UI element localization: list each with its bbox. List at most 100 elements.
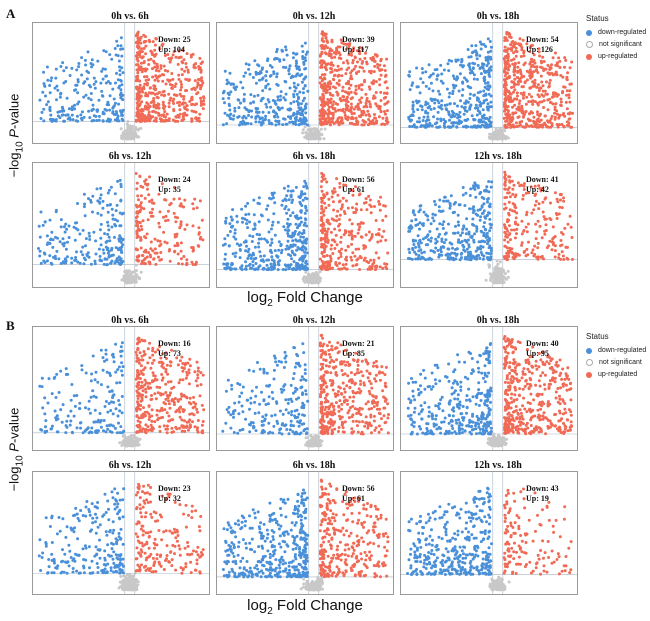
point-down-regulated: [263, 117, 267, 121]
point-down-regulated: [267, 230, 271, 234]
point-up-regulated: [378, 77, 382, 81]
point-up-regulated: [364, 92, 368, 96]
point-up-regulated: [511, 116, 515, 119]
point-down-regulated: [48, 218, 52, 222]
point-up-regulated: [504, 55, 508, 58]
point-up-regulated: [167, 79, 171, 83]
point-up-regulated: [344, 262, 348, 266]
point-down-regulated: [269, 243, 272, 247]
point-up-regulated: [320, 111, 324, 115]
deg-counts: Down: 54 Up: 126: [526, 35, 559, 55]
point-up-regulated: [182, 117, 186, 121]
point-up-regulated: [347, 66, 351, 70]
point-down-regulated: [292, 51, 295, 55]
point-down-regulated: [233, 267, 237, 271]
point-up-regulated: [153, 237, 157, 241]
point-down-regulated: [466, 238, 470, 242]
point-down-regulated: [451, 83, 455, 87]
point-up-regulated: [192, 207, 196, 211]
point-down-regulated: [433, 98, 437, 101]
point-up-regulated: [154, 69, 158, 72]
point-up-regulated: [179, 55, 183, 59]
point-down-regulated: [298, 90, 302, 94]
point-up-regulated: [155, 62, 159, 66]
point-down-regulated: [291, 239, 295, 243]
point-down-regulated: [479, 251, 483, 254]
volcano-svg: [217, 23, 393, 143]
point-up-regulated: [528, 68, 532, 72]
point-up-regulated: [164, 214, 168, 218]
point-up-regulated: [342, 183, 346, 187]
point-up-regulated: [371, 121, 375, 125]
point-down-regulated: [242, 92, 246, 96]
point-down-regulated: [89, 198, 93, 202]
point-down-regulated: [306, 89, 310, 93]
point-down-regulated: [305, 224, 309, 228]
point-up-regulated: [381, 266, 385, 270]
point-up-regulated: [319, 44, 323, 48]
point-down-regulated: [451, 92, 455, 96]
point-down-regulated: [273, 101, 277, 105]
point-down-regulated: [306, 267, 309, 271]
point-down-regulated: [485, 64, 489, 68]
point-up-regulated: [150, 201, 154, 205]
point-up-regulated: [534, 222, 538, 226]
point-up-regulated: [513, 77, 517, 81]
point-up-regulated: [145, 83, 149, 87]
point-up-regulated: [327, 197, 331, 201]
point-up-regulated: [386, 100, 390, 104]
point-down-regulated: [68, 74, 72, 77]
point-down-regulated: [436, 235, 440, 239]
point-down-regulated: [484, 45, 488, 48]
point-not-significant: [125, 122, 129, 126]
point-down-regulated: [228, 71, 232, 75]
point-up-regulated: [381, 218, 385, 222]
point-down-regulated: [270, 191, 274, 195]
point-down-regulated: [296, 246, 300, 249]
point-down-regulated: [432, 107, 436, 110]
point-down-regulated: [231, 208, 235, 212]
point-up-regulated: [330, 111, 334, 115]
point-down-regulated: [424, 70, 428, 74]
point-down-regulated: [488, 222, 492, 226]
point-down-regulated: [80, 110, 84, 114]
point-down-regulated: [292, 243, 296, 247]
point-down-regulated: [120, 251, 124, 254]
point-up-regulated: [341, 89, 345, 93]
point-up-regulated: [135, 221, 139, 225]
point-up-regulated: [564, 100, 568, 104]
point-up-regulated: [174, 82, 178, 86]
point-up-regulated: [535, 118, 539, 122]
point-down-regulated: [451, 121, 455, 124]
point-up-regulated: [549, 101, 552, 104]
point-up-regulated: [326, 103, 330, 107]
point-up-regulated: [383, 74, 387, 78]
point-not-significant: [314, 271, 318, 275]
point-down-regulated: [221, 97, 225, 101]
point-up-regulated: [343, 111, 347, 114]
point-up-regulated: [349, 97, 353, 101]
point-down-regulated: [406, 256, 410, 260]
point-down-regulated: [234, 237, 238, 241]
point-up-regulated: [503, 67, 507, 71]
point-up-regulated: [383, 110, 386, 113]
point-up-regulated: [337, 82, 341, 86]
point-up-regulated: [156, 102, 160, 106]
point-down-regulated: [488, 202, 492, 206]
point-up-regulated: [339, 67, 343, 71]
point-up-regulated: [163, 69, 167, 72]
point-down-regulated: [464, 99, 468, 103]
point-down-regulated: [415, 66, 419, 70]
point-down-regulated: [433, 213, 437, 217]
point-down-regulated: [51, 245, 55, 249]
point-down-regulated: [476, 109, 480, 113]
point-down-regulated: [411, 81, 415, 85]
point-down-regulated: [292, 93, 296, 96]
point-down-regulated: [284, 268, 288, 272]
point-down-regulated: [233, 231, 237, 235]
point-up-regulated: [190, 87, 194, 91]
point-down-regulated: [294, 222, 298, 226]
point-down-regulated: [471, 67, 475, 70]
point-down-regulated: [255, 110, 259, 114]
point-down-regulated: [304, 102, 308, 106]
